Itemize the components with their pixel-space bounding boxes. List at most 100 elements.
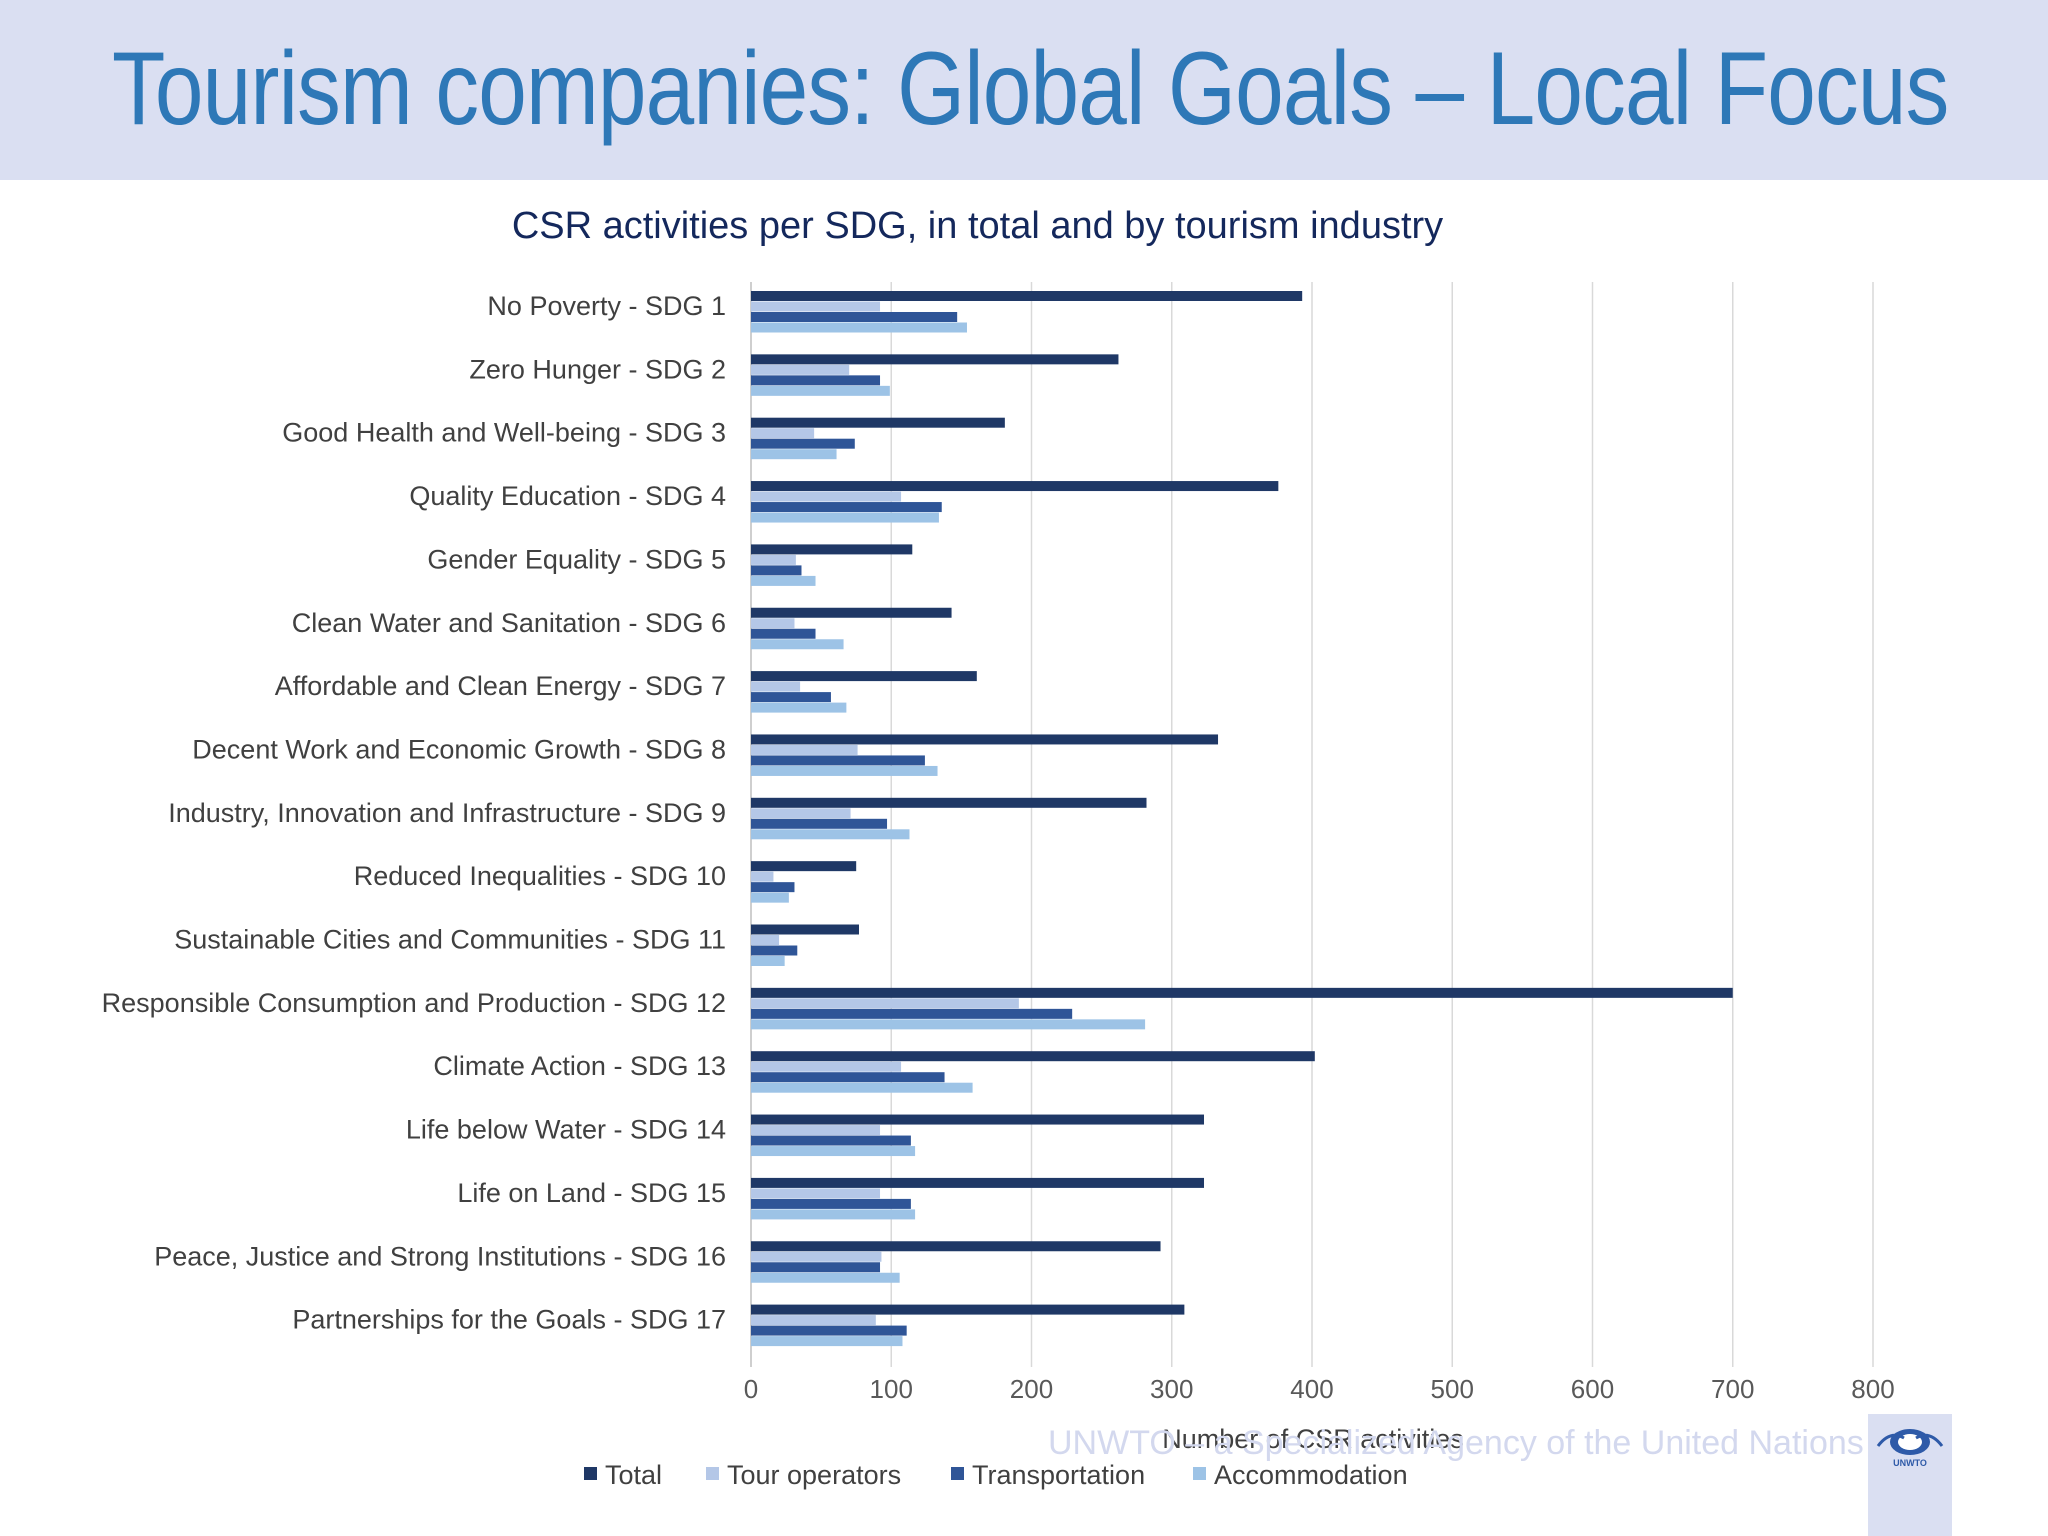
slide-title: Tourism companies: Global Goals – Local … (112, 31, 1949, 147)
bar-tour-operators (751, 681, 801, 692)
category-label: Sustainable Cities and Communities - SDG… (174, 925, 726, 955)
bar-transportation (751, 502, 942, 513)
grid-lines (750, 282, 1874, 1367)
bar-tour-operators (751, 808, 851, 819)
bar-total (751, 1051, 1315, 1062)
bar-transportation (751, 945, 798, 956)
bar-accommodation (751, 1082, 973, 1093)
bar-total (751, 987, 1733, 998)
bar-total (751, 417, 1005, 428)
bar-accommodation (751, 829, 910, 840)
category-label: Peace, Justice and Strong Institutions -… (154, 1241, 726, 1271)
bar-tour-operators (751, 1251, 882, 1262)
x-tick-label: 300 (1150, 1374, 1193, 1404)
bar-accommodation (751, 449, 837, 460)
bar-tour-operators (751, 1188, 881, 1199)
bar-total (751, 354, 1119, 365)
legend-label: Tour operators (727, 1460, 901, 1490)
x-tick-label: 0 (744, 1374, 758, 1404)
bar-accommodation (751, 1336, 903, 1347)
bar-transportation (751, 1325, 907, 1336)
category-label: Good Health and Well-being - SDG 3 (282, 418, 726, 448)
bar-total (751, 1114, 1205, 1125)
bar-accommodation (751, 765, 938, 776)
bar-accommodation (751, 702, 847, 713)
bars (751, 291, 1733, 1347)
bar-total (751, 1177, 1205, 1188)
bar-tour-operators (751, 744, 858, 755)
bar-tour-operators (751, 364, 850, 375)
bar-total (751, 481, 1279, 492)
legend-swatch (706, 1467, 719, 1480)
x-tick-label: 200 (1010, 1374, 1053, 1404)
category-label: Gender Equality - SDG 5 (427, 544, 726, 574)
x-tick-label: 700 (1711, 1374, 1754, 1404)
category-label: Affordable and Clean Energy - SDG 7 (275, 671, 726, 701)
category-label: No Poverty - SDG 1 (487, 291, 726, 321)
bar-transportation (751, 565, 802, 576)
bar-tour-operators (751, 998, 1019, 1009)
category-label: Partnerships for the Goals - SDG 17 (292, 1305, 726, 1335)
legend-swatch (1193, 1467, 1206, 1480)
x-tick-label: 600 (1571, 1374, 1614, 1404)
unwto-logo: UNWTO (1876, 1429, 1944, 1468)
category-label: Decent Work and Economic Growth - SDG 8 (192, 734, 726, 764)
bar-accommodation (751, 322, 967, 333)
legend-swatch (951, 1467, 964, 1480)
bar-transportation (751, 1072, 945, 1083)
x-tick-label: 400 (1290, 1374, 1333, 1404)
x-tick-label: 100 (870, 1374, 913, 1404)
bar-accommodation (751, 575, 816, 586)
legend-swatch (584, 1467, 597, 1480)
bar-total (751, 924, 859, 935)
footer-text: UNWTO – a Specialized Agency of the Unit… (1048, 1424, 1864, 1462)
legend: Total Tour operators Transportation Accommo… (584, 1460, 1408, 1490)
bar-tour-operators (751, 1315, 876, 1326)
category-label: Zero Hunger - SDG 2 (469, 354, 726, 384)
bar-total (751, 291, 1303, 301)
bar-tour-operators (751, 1125, 881, 1136)
bar-transportation (751, 755, 925, 766)
bar-accommodation (751, 956, 785, 966)
bar-accommodation (751, 1272, 900, 1283)
logo-text: UNWTO (1893, 1458, 1927, 1468)
category-label: Climate Action - SDG 13 (433, 1051, 726, 1081)
bar-accommodation (751, 639, 844, 650)
category-labels: No Poverty - SDG 1 Zero Hunger - SDG 2 Goo… (102, 291, 726, 1335)
bar-transportation (751, 1008, 1073, 1019)
bar-tour-operators (751, 618, 795, 629)
bar-total (751, 607, 952, 618)
bar-tour-operators (751, 935, 780, 945)
bar-total (751, 861, 857, 872)
bar-tour-operators (751, 554, 796, 565)
bar-transportation (751, 1135, 911, 1146)
x-tick-label: 800 (1851, 1374, 1894, 1404)
bar-total (751, 544, 913, 555)
bar-transportation (751, 438, 855, 449)
x-tick-labels: 0 100 200 300 400 500 600 700 800 (744, 1374, 1895, 1404)
bar-accommodation (751, 1146, 916, 1157)
legend-label: Transportation (972, 1460, 1145, 1490)
bar-transportation (751, 1262, 881, 1273)
legend-label: Accommodation (1214, 1460, 1408, 1490)
bar-transportation (751, 312, 958, 322)
category-label: Quality Education - SDG 4 (409, 481, 726, 511)
bar-tour-operators (751, 491, 902, 502)
bar-transportation (751, 375, 881, 386)
bar-tour-operators (751, 871, 774, 882)
bar-transportation (751, 1198, 911, 1209)
x-tick-label: 500 (1431, 1374, 1474, 1404)
bar-accommodation (751, 385, 890, 396)
category-label: Reduced Inequalities - SDG 10 (354, 861, 726, 891)
bar-accommodation (751, 892, 789, 903)
header-band (0, 0, 2048, 180)
category-label: Industry, Innovation and Infrastructure … (168, 798, 726, 828)
category-label: Life below Water - SDG 14 (406, 1115, 726, 1145)
bar-accommodation (751, 1019, 1146, 1030)
bar-accommodation (751, 1209, 916, 1220)
bar-total (751, 671, 977, 682)
bar-total (751, 1241, 1161, 1252)
bar-total (751, 734, 1219, 745)
x-axis-label: Number of CSR activities (1162, 1424, 1464, 1454)
